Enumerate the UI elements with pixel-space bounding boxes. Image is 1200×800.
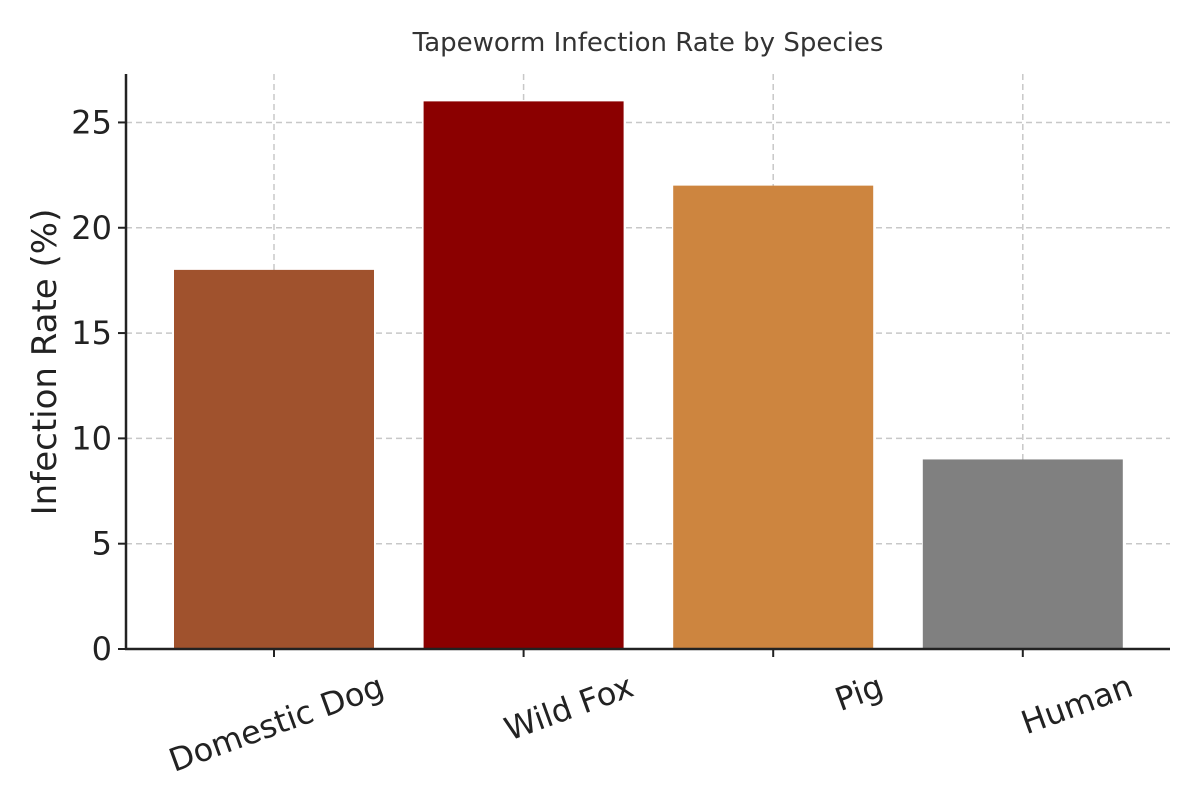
y-axis-label: Infection Rate (%) xyxy=(25,209,65,516)
y-tick-label-1: 5 xyxy=(92,525,112,563)
x-tick-label-3: Human xyxy=(1016,667,1137,742)
bar-3 xyxy=(922,459,1123,649)
bar-2 xyxy=(673,185,874,649)
axes xyxy=(124,74,1170,651)
x-tick-label-0: Domestic Dog xyxy=(164,667,389,780)
x-axis-ticks: Domestic Dog Wild Fox Pig Human xyxy=(164,649,1138,780)
x-tick-label-1: Wild Fox xyxy=(499,667,638,749)
y-tick-label-2: 10 xyxy=(71,419,112,457)
bar-1 xyxy=(423,101,624,649)
y-axis-ticks: 0 5 10 15 20 25 xyxy=(71,103,126,668)
y-tick-label-0: 0 xyxy=(92,630,112,668)
chart-title: Tapeworm Infection Rate by Species xyxy=(412,28,884,58)
y-tick-label-4: 20 xyxy=(71,209,112,247)
bars xyxy=(174,101,1123,649)
y-tick-label-5: 25 xyxy=(71,103,112,141)
x-tick-label-2: Pig xyxy=(830,667,888,719)
bar-0 xyxy=(174,269,374,649)
y-tick-label-3: 15 xyxy=(71,314,112,352)
